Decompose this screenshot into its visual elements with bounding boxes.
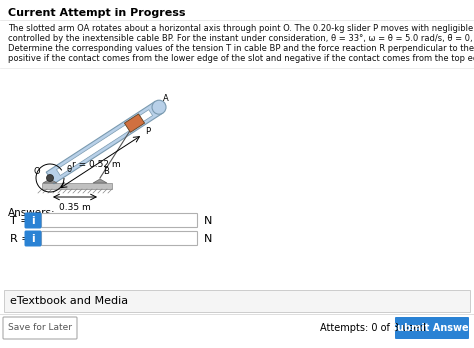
Polygon shape: [43, 179, 57, 183]
Text: i: i: [31, 216, 35, 226]
Text: eTextbook and Media: eTextbook and Media: [10, 296, 128, 306]
Text: P: P: [145, 127, 150, 136]
FancyBboxPatch shape: [25, 230, 42, 246]
FancyBboxPatch shape: [25, 213, 42, 229]
FancyBboxPatch shape: [42, 183, 112, 189]
Text: Answers:: Answers:: [8, 208, 55, 218]
Text: N: N: [204, 216, 212, 226]
FancyBboxPatch shape: [42, 231, 198, 245]
Text: B: B: [103, 167, 109, 176]
Text: Save for Later: Save for Later: [8, 324, 72, 332]
Text: O: O: [33, 167, 40, 176]
Text: The slotted arm OA rotates about a horizontal axis through point O. The 0.20-kg : The slotted arm OA rotates about a horiz…: [8, 24, 474, 33]
Text: Determine the corresponding values of the tension T in cable BP and the force re: Determine the corresponding values of th…: [8, 44, 474, 53]
FancyBboxPatch shape: [3, 317, 77, 339]
Text: θ: θ: [67, 165, 72, 174]
Circle shape: [46, 174, 54, 182]
Text: A: A: [163, 94, 169, 103]
Text: R =: R =: [10, 234, 31, 244]
Text: N: N: [204, 234, 212, 244]
Text: r = 0.52 m: r = 0.52 m: [72, 160, 121, 169]
Text: i: i: [31, 234, 35, 244]
FancyBboxPatch shape: [4, 290, 470, 312]
Text: 0.35 m: 0.35 m: [59, 203, 91, 212]
Circle shape: [152, 100, 166, 114]
FancyBboxPatch shape: [395, 317, 469, 339]
Text: Submit Answer: Submit Answer: [390, 323, 474, 333]
Polygon shape: [93, 179, 107, 183]
Text: positive if the contact comes from the lower edge of the slot and negative if th: positive if the contact comes from the l…: [8, 54, 474, 63]
Polygon shape: [124, 114, 145, 132]
Text: Current Attempt in Progress: Current Attempt in Progress: [8, 8, 185, 18]
Text: Attempts: 0 of 3 used: Attempts: 0 of 3 used: [320, 323, 426, 333]
Text: T =: T =: [10, 216, 29, 226]
Text: controlled by the inextensible cable BP. For the instant under consideration, θ : controlled by the inextensible cable BP.…: [8, 34, 474, 43]
Polygon shape: [46, 101, 163, 184]
FancyBboxPatch shape: [42, 214, 198, 228]
Polygon shape: [56, 110, 153, 175]
